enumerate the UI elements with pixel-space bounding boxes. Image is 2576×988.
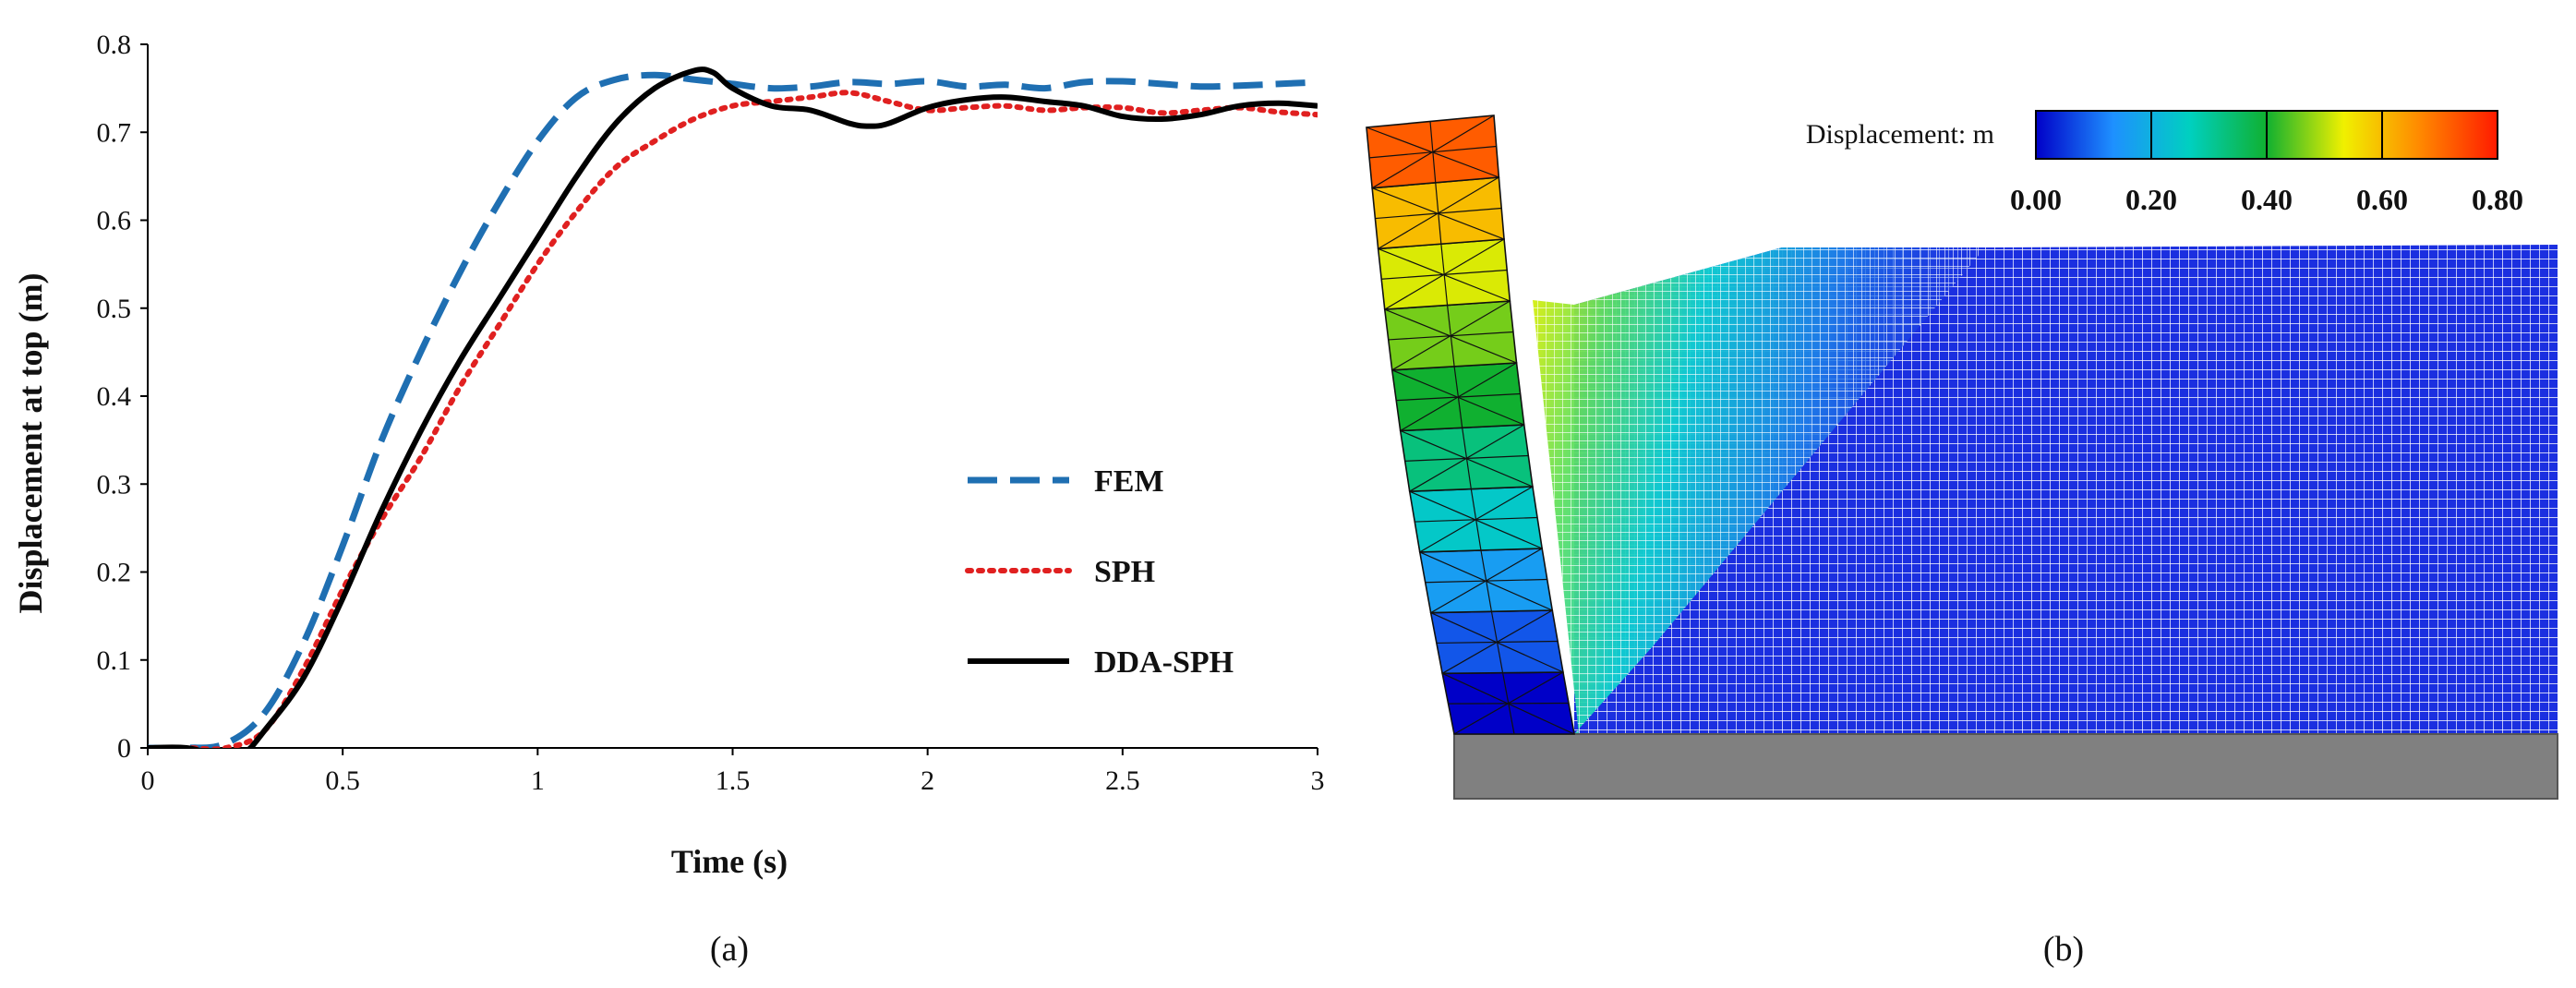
colorbar-tick-label: 0.80	[2472, 183, 2523, 216]
x-tick-label: 0	[141, 765, 155, 796]
series-fem-line	[148, 71, 1318, 748]
wall-segment	[1371, 176, 1505, 250]
ground-base	[1453, 733, 2558, 800]
wall-segment	[1366, 114, 1500, 189]
x-axis-label: Time (s)	[671, 843, 788, 880]
y-axis-label: Displacement at top (m)	[12, 273, 49, 614]
wall-segment	[1441, 671, 1575, 735]
y-tick-label: 0.8	[97, 30, 132, 60]
colorbar-title: Displacement: m	[1806, 119, 1994, 150]
y-tick-label: 0.1	[97, 645, 132, 676]
soil-wedge-grid	[1533, 247, 1985, 734]
x-tick-label: 0.5	[325, 765, 360, 796]
y-tick-label: 0.3	[97, 469, 132, 500]
panel-label-a: (a)	[710, 930, 749, 969]
wall-segment	[1383, 300, 1518, 371]
x-tick-label: 2.5	[1105, 765, 1140, 796]
wall-segment	[1399, 424, 1534, 493]
y-tick-label: 0	[117, 733, 131, 764]
series-group	[148, 66, 1318, 748]
simulation-panel-b: Displacement: m 0.00 0.20 0.40 0.60 0.80 (b)	[1366, 110, 2558, 969]
colorbar-ticks: 0.00 0.20 0.40 0.60 0.80	[2010, 111, 2523, 216]
wall-segment	[1418, 548, 1554, 614]
colorbar-tick-label: 0.20	[2125, 183, 2177, 216]
y-tick-label: 0.5	[97, 294, 132, 324]
series-dda-sph-line	[148, 66, 1318, 748]
y-tick-label: 0.6	[97, 206, 132, 236]
colorbar-tick-label: 0.40	[2241, 183, 2293, 216]
y-tick-label: 0.7	[97, 117, 132, 148]
y-tick-label: 0.4	[97, 381, 132, 412]
panel-label-b: (b)	[2043, 930, 2084, 969]
x-tick-label: 1	[531, 765, 545, 796]
wall-segment	[1377, 238, 1511, 310]
legend: FEM SPH DDA-SPH	[965, 464, 1234, 680]
tick-labels: 0 0.5 1 1.5 2 2.5 3 0 0.1 0.2 0.3 0.4 0.5 0.6 0.7 0.8	[97, 30, 1325, 796]
colorbar-tick-label: 0.00	[2010, 183, 2062, 216]
x-tick-label: 1.5	[716, 765, 751, 796]
line-chart-a: 0 0.5 1 1.5 2 2.5 3 0 0.1 0.2 0.3 0.4 0.5 0.6 0.7 0.8 T…	[12, 30, 1325, 969]
colorbar-tick-label: 0.60	[2356, 183, 2408, 216]
wall-segment	[1429, 609, 1564, 675]
x-tick-label: 3	[1311, 765, 1325, 796]
legend-label-fem: FEM	[1094, 464, 1164, 499]
series-sph-line	[148, 90, 1318, 748]
wall-segment	[1408, 486, 1544, 553]
legend-label-sph: SPH	[1094, 555, 1155, 589]
retaining-wall	[1366, 114, 1575, 735]
y-tick-label: 0.2	[97, 558, 132, 588]
legend-label-dda-sph: DDA-SPH	[1094, 645, 1234, 680]
x-tick-label: 2	[921, 765, 934, 796]
wall-segment	[1390, 362, 1525, 432]
